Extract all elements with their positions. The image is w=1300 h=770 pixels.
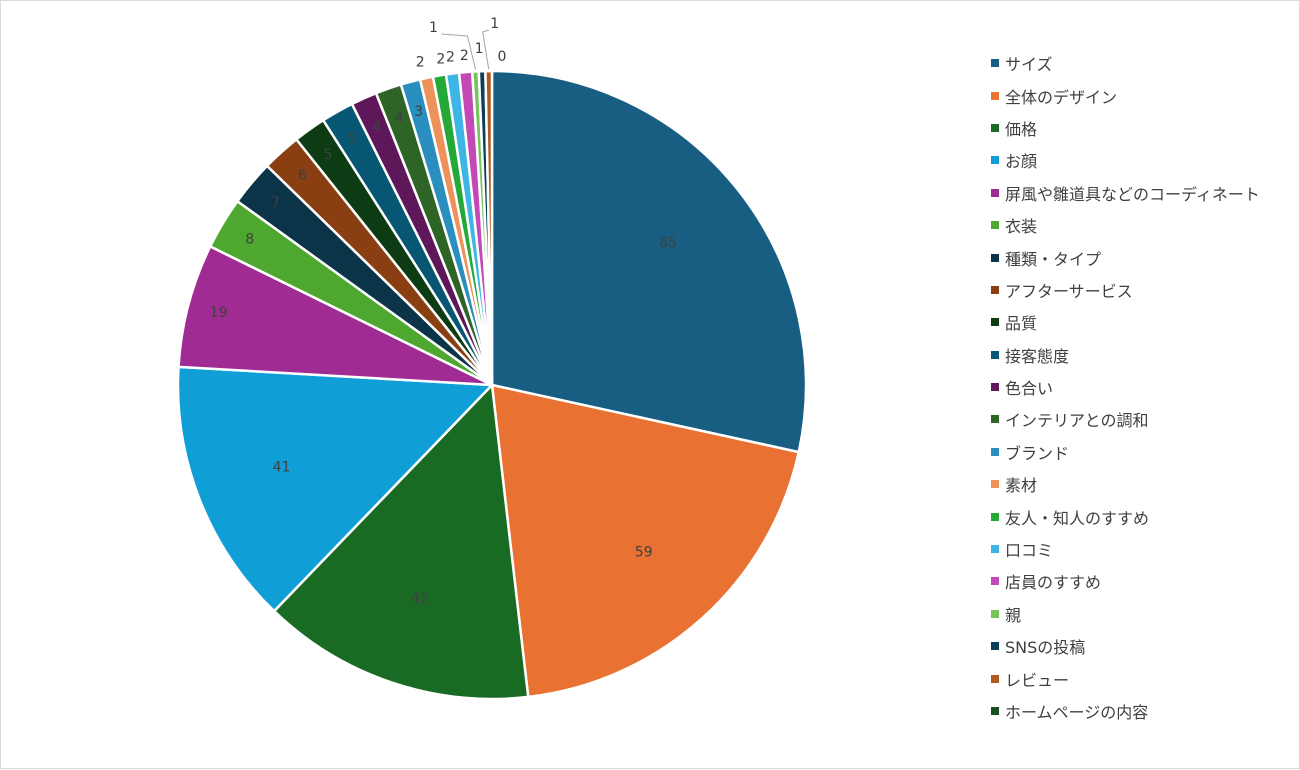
legend-swatch-5 (991, 188, 999, 197)
leader-lines (441, 29, 490, 70)
pie-slice-4 (176, 365, 494, 613)
legend-entry-13: ブランド (991, 436, 1260, 468)
legend-swatch-11 (991, 383, 999, 392)
data-label-12: 4 (394, 110, 403, 126)
legend-entry-7: 種類・タイプ (991, 241, 1260, 273)
legend-entry-10: 接客態度 (991, 339, 1260, 371)
leader-line-20 (482, 29, 490, 70)
legend-entry-19: SNSの投稿 (991, 630, 1260, 662)
data-label-17: 2 (460, 48, 469, 64)
legend-label-12: インテリアとの調和 (1005, 411, 1149, 431)
legend-label-10: 接客態度 (1005, 346, 1070, 366)
legend-swatch-17 (991, 577, 999, 586)
legend-entry-2: 全体のデザイン (991, 79, 1260, 111)
legend-entry-16: 口コミ (991, 533, 1260, 565)
legend-label-14: 素材 (1005, 476, 1038, 496)
legend-swatch-6 (991, 221, 999, 230)
legend-label-21: ホームページの内容 (1005, 703, 1149, 722)
legend-swatch-7 (991, 253, 999, 262)
legend-entry-1: サイズ (991, 47, 1260, 79)
pie-slice-1 (490, 69, 808, 454)
legend-entry-6: 衣装 (991, 209, 1260, 241)
chart-legend: サイズ全体のデザイン 価格お顔屏風や雛道具などのコーディネート 衣装種類・タイプアフ… (991, 47, 1260, 727)
legend-swatch-1 (991, 59, 999, 68)
legend-label-4: お顔 (1005, 152, 1038, 172)
legend-swatch-8 (991, 285, 999, 294)
data-label-16: 2 (446, 50, 455, 66)
legend-label-3: 価格 (1005, 119, 1038, 139)
legend-swatch-9 (991, 318, 999, 327)
data-label-6: 8 (245, 231, 254, 247)
legend-entry-12: インテリアとの調和 (991, 403, 1260, 435)
data-label-10: 5 (348, 131, 357, 147)
legend-swatch-21 (991, 707, 999, 715)
pie-slice-2 (490, 383, 800, 699)
legend-label-16: 口コミ (1005, 541, 1054, 561)
legend-swatch-13 (991, 447, 999, 456)
legend-label-11: 色合い (1005, 379, 1054, 399)
data-label-1: 85 (659, 235, 677, 251)
legend-label-18: 親 (1005, 605, 1022, 625)
legend-entry-21: ホームページの内容 (991, 695, 1260, 727)
legend-swatch-19 (991, 642, 999, 651)
legend-label-20: レビュー (1005, 670, 1070, 690)
data-label-4: 41 (273, 459, 291, 475)
data-label-14: 2 (416, 54, 425, 70)
legend-swatch-16 (991, 545, 999, 554)
legend-label-9: 品質 (1005, 314, 1038, 334)
legend-entry-9: 品質 (991, 306, 1260, 338)
data-label-2: 59 (635, 545, 653, 561)
data-label-13: 3 (414, 104, 423, 120)
legend-swatch-10 (991, 350, 999, 359)
legend-entry-17: 店員のすすめ (991, 565, 1260, 597)
legend-label-19: SNSの投稿 (1005, 638, 1086, 658)
legend-entry-14: 素材 (991, 468, 1260, 500)
legend-label-6: 衣装 (1005, 217, 1038, 237)
legend-label-13: ブランド (1005, 443, 1070, 463)
legend-entry-3: 価格 (991, 112, 1260, 144)
legend-swatch-18 (991, 609, 999, 618)
legend-entry-18: 親 (991, 598, 1260, 630)
data-label-5: 19 (210, 305, 228, 321)
data-label-15: 2 (436, 52, 445, 68)
legend-entry-5: 屏風や雛道具などのコーディネート (991, 177, 1260, 209)
legend-swatch-2 (991, 91, 999, 100)
legend-swatch-14 (991, 480, 999, 489)
legend-label-17: 店員のすすめ (1005, 573, 1102, 593)
data-label-11: 4 (372, 119, 381, 135)
legend-label-15: 友人・知人のすすめ (1005, 508, 1150, 528)
pie-slice-5 (177, 245, 494, 387)
data-label-7: 7 (271, 195, 280, 211)
pie-slice-3 (272, 383, 530, 701)
legend-swatch-4 (991, 156, 999, 165)
legend-swatch-15 (991, 512, 999, 521)
legend-entry-4: お顔 (991, 144, 1260, 176)
legend-swatch-3 (991, 123, 999, 132)
data-label-3: 42 (411, 591, 429, 607)
data-label-18: 1 (429, 20, 438, 36)
legend-label-8: アフターサービス (1005, 281, 1133, 301)
legend-entry-11: 色合い (991, 371, 1260, 403)
legend-label-7: 種類・タイプ (1005, 249, 1102, 269)
legend-entry-8: アフターサービス (991, 274, 1260, 306)
legend-swatch-12 (991, 415, 999, 424)
legend-swatch-20 (991, 674, 999, 683)
pie-slices (176, 69, 808, 701)
legend-label-5: 屏風や雛道具などのコーディネート (1005, 184, 1260, 204)
data-label-19: 1 (475, 41, 484, 57)
legend-label-2: 全体のデザイン (1005, 87, 1118, 107)
legend-entry-15: 友人・知人のすすめ (991, 500, 1260, 532)
legend-label-1: サイズ (1005, 55, 1053, 75)
pie-slice-20 (484, 69, 494, 387)
data-label-8: 6 (298, 168, 307, 184)
leader-line-18 (441, 33, 476, 70)
data-label-21: 0 (498, 49, 507, 65)
legend-entry-20: レビュー (991, 662, 1260, 694)
data-label-9: 5 (323, 147, 332, 163)
data-label-20: 1 (490, 16, 499, 32)
